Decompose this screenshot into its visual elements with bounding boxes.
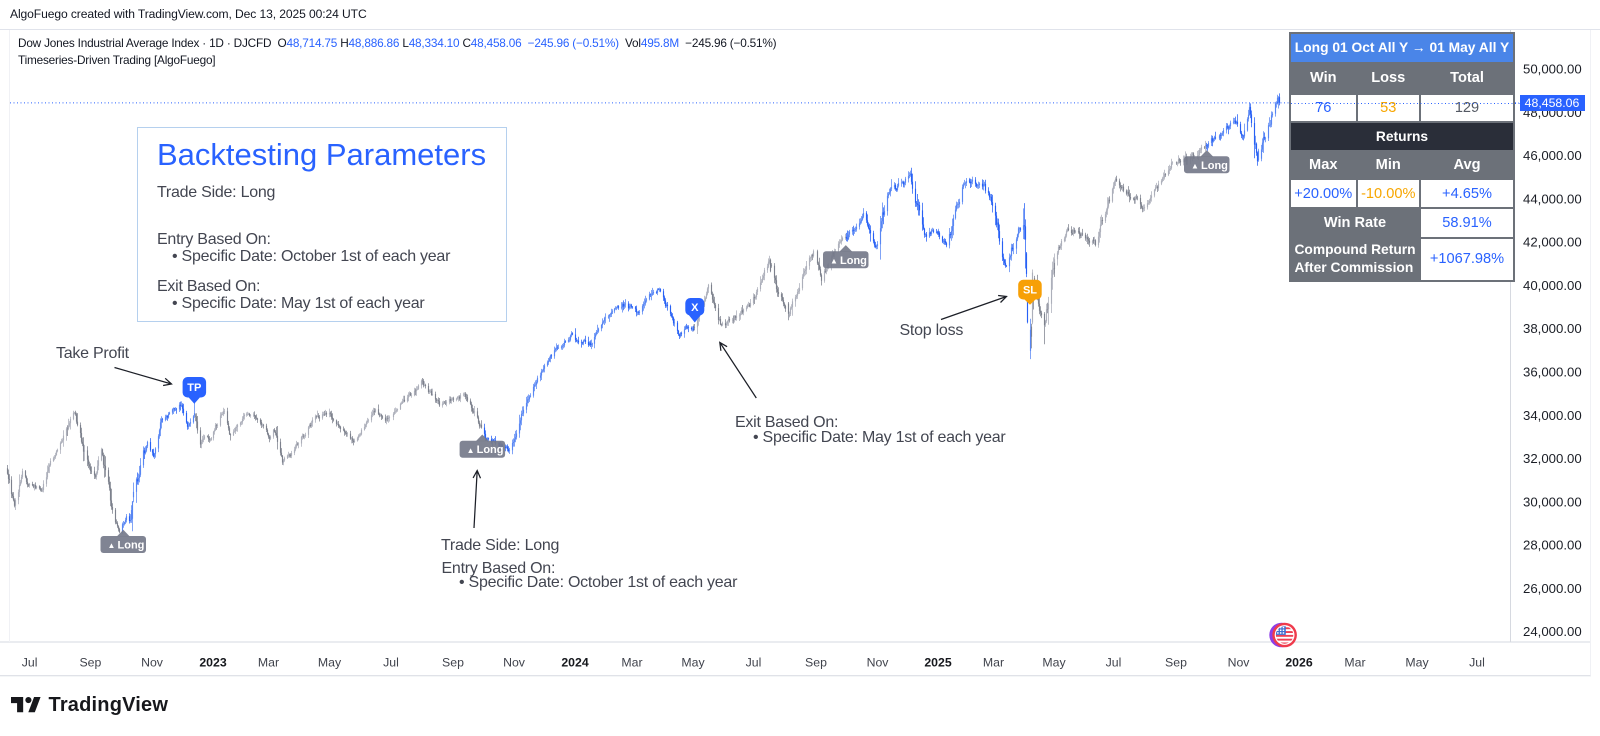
svg-text:36,000.00: 36,000.00 [1523,365,1582,380]
svg-text:X: X [691,302,699,314]
svg-text:Long: Long [840,255,867,267]
svg-text:2024: 2024 [561,656,589,670]
svg-text:28,000.00: 28,000.00 [1523,538,1582,553]
svg-text:▲: ▲ [467,446,475,455]
svg-text:Sep: Sep [1165,656,1187,670]
svg-text:Long: Long [1201,160,1228,172]
svg-text:May: May [318,656,342,670]
svg-text:32,000.00: 32,000.00 [1523,451,1582,466]
svg-text:May: May [681,656,705,670]
svg-text:Jul: Jul [1106,656,1122,670]
svg-text:Long: Long [118,540,145,552]
svg-text:2025: 2025 [924,656,952,670]
svg-text:24,000.00: 24,000.00 [1523,624,1582,639]
svg-text:26,000.00: 26,000.00 [1523,581,1582,596]
svg-text:Mar: Mar [983,656,1004,670]
svg-text:Nov: Nov [141,656,164,670]
svg-text:Nov: Nov [867,656,890,670]
svg-text:Mar: Mar [621,656,642,670]
svg-text:TP: TP [187,382,201,394]
svg-text:2026: 2026 [1285,656,1313,670]
svg-text:Jul: Jul [22,656,38,670]
svg-text:Long: Long [477,444,504,456]
svg-text:SL: SL [1023,285,1037,297]
svg-text:Mar: Mar [1344,656,1365,670]
svg-text:Nov: Nov [503,656,526,670]
svg-text:44,000.00: 44,000.00 [1523,191,1582,206]
svg-text:▲: ▲ [830,257,838,266]
svg-text:50,000.00: 50,000.00 [1523,62,1582,77]
svg-text:Mar: Mar [258,656,279,670]
svg-text:May: May [1405,656,1429,670]
svg-text:Sep: Sep [805,656,827,670]
svg-text:38,000.00: 38,000.00 [1523,321,1582,336]
svg-text:42,000.00: 42,000.00 [1523,235,1582,250]
svg-text:Sep: Sep [79,656,101,670]
svg-text:May: May [1042,656,1066,670]
svg-text:Jul: Jul [1469,656,1485,670]
svg-text:2023: 2023 [199,656,227,670]
svg-text:46,000.00: 46,000.00 [1523,148,1582,163]
svg-text:Jul: Jul [746,656,762,670]
svg-text:Jul: Jul [383,656,399,670]
svg-text:34,000.00: 34,000.00 [1523,408,1582,423]
svg-text:40,000.00: 40,000.00 [1523,278,1582,293]
svg-text:Nov: Nov [1228,656,1251,670]
svg-text:▲: ▲ [1191,162,1199,171]
svg-text:Sep: Sep [442,656,464,670]
svg-text:▲: ▲ [108,541,116,550]
svg-text:30,000.00: 30,000.00 [1523,494,1582,509]
